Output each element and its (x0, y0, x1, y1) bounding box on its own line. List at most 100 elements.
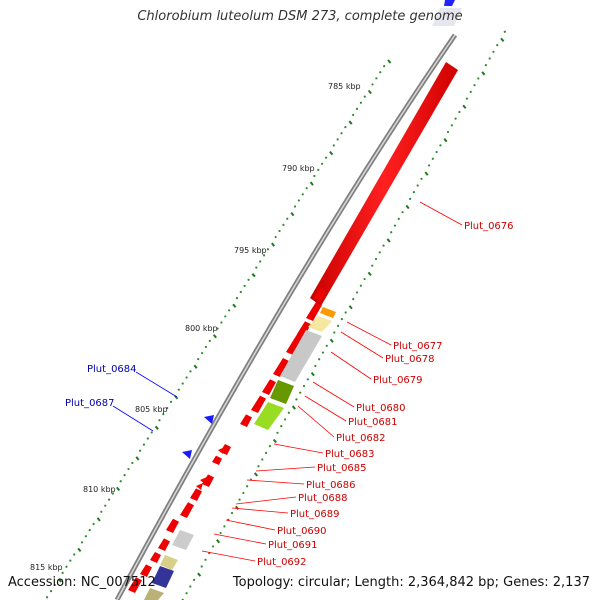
tick-dot (446, 130, 450, 134)
leader-line (273, 443, 324, 454)
tick-dot (484, 64, 487, 67)
tick-dot (257, 465, 260, 468)
tick-dot (473, 84, 476, 87)
feature-lime (254, 402, 284, 430)
tick-dot (185, 376, 188, 379)
tick-dot (73, 553, 76, 556)
tick-dot (189, 585, 192, 588)
gene-label: Plut_0676 (464, 221, 514, 232)
tick-dot (123, 474, 126, 477)
gene-plut-0684 (204, 415, 214, 424)
tick-mark (348, 120, 353, 125)
gene-plut-0687 (182, 450, 192, 459)
tick-dot (321, 162, 324, 165)
tick-dot (177, 388, 180, 391)
tick-dot (274, 235, 277, 239)
tick-dot (127, 467, 130, 471)
feature-purple (152, 566, 174, 588)
genome-backbone (114, 33, 458, 600)
reverse-gene-leaders (112, 371, 178, 432)
tick-dot (262, 254, 266, 257)
tick-dot (169, 400, 173, 403)
forward-gene (212, 455, 222, 465)
tick-dot (379, 71, 382, 74)
tick-dot (324, 156, 328, 159)
tick-dot (302, 384, 306, 388)
leader-line (297, 405, 335, 438)
tick-mark (197, 572, 202, 577)
leader-line (201, 550, 256, 562)
tick-mark (212, 334, 217, 339)
tick-dot (306, 378, 309, 381)
tick-dot (318, 358, 321, 361)
tick-mark (329, 150, 334, 156)
tick-dot (204, 345, 208, 349)
kbp-label: 810 kbp (83, 485, 116, 494)
tick-dot (80, 541, 84, 544)
tick-dot (246, 485, 249, 488)
tick-dot (469, 90, 472, 93)
forward-gene (166, 518, 179, 533)
tick-dot (496, 44, 499, 47)
reverse-gene-labels: Plut_0684 Plut_0687 (65, 364, 137, 409)
feature-grey (172, 530, 194, 550)
tick-dot (150, 431, 153, 434)
tick-dot (219, 531, 222, 535)
tick-dot (458, 110, 461, 114)
page-title: Chlorobium luteolum DSM 273, complete ge… (137, 9, 463, 24)
top-reverse-gene (444, 0, 455, 6)
tick-dot (439, 144, 442, 147)
outer-tick-ring (181, 30, 506, 600)
kbp-scale-labels: 785 kbp 790 kbp 795 kbp 800 kbp 805 kbp … (30, 82, 361, 572)
tick-dot (295, 398, 298, 401)
forward-gene (306, 302, 322, 321)
tick-dot (359, 284, 362, 287)
kbp-label: 800 kbp (185, 324, 218, 333)
tick-dot (189, 370, 192, 373)
tick-dot (435, 150, 438, 154)
tick-dot (208, 339, 211, 342)
forward-gene (251, 395, 266, 413)
tick-dot (280, 425, 283, 428)
feature-green (270, 380, 294, 404)
tick-dot (53, 583, 56, 587)
tick-dot (162, 413, 165, 416)
tick-mark (500, 37, 505, 43)
tick-dot (393, 224, 397, 227)
tick-dot (409, 197, 412, 200)
tick-dot (107, 498, 111, 501)
tick-dot (119, 480, 122, 483)
tick-dot (492, 50, 495, 53)
tick-dot (383, 65, 386, 68)
forward-gene (158, 538, 170, 551)
leader-line (225, 519, 276, 531)
tick-mark (271, 242, 276, 247)
tick-mark (216, 539, 221, 544)
gene-plut-0676 (310, 62, 458, 306)
tick-dot (427, 164, 431, 167)
tick-dot (344, 126, 347, 129)
tick-dot (371, 83, 374, 86)
gene-label: Plut_0688 (298, 493, 348, 504)
tick-dot (158, 419, 161, 422)
forward-gene (240, 414, 252, 427)
tick-dot (333, 331, 336, 334)
tick-dot (69, 559, 72, 562)
tick-dot (401, 211, 404, 214)
tick-dot (375, 77, 378, 80)
tick-dot (363, 277, 366, 281)
tick-dot (297, 199, 301, 202)
tick-dot (146, 437, 149, 440)
forward-gene (218, 447, 225, 454)
tick-dot (247, 278, 250, 281)
tick-dot (193, 578, 196, 581)
gene-label: Plut_0684 (87, 364, 137, 375)
inner-tick-ring (46, 59, 392, 599)
tick-dot (503, 30, 506, 33)
gene-label: Plut_0692 (257, 557, 307, 568)
kbp-label: 795 kbp (234, 246, 267, 255)
tick-mark (386, 238, 391, 243)
tick-dot (340, 318, 343, 321)
tick-mark (310, 371, 315, 377)
tick-mark (232, 303, 237, 308)
